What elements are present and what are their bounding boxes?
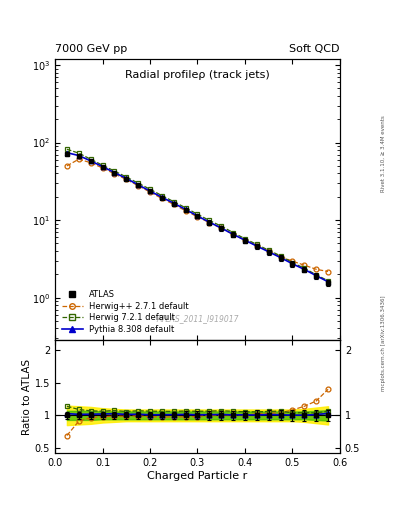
Text: Radial profileρ (track jets): Radial profileρ (track jets) — [125, 70, 270, 80]
X-axis label: Charged Particle r: Charged Particle r — [147, 471, 248, 481]
Y-axis label: Ratio to ATLAS: Ratio to ATLAS — [22, 359, 32, 435]
Legend: ATLAS, Herwig++ 2.7.1 default, Herwig 7.2.1 default, Pythia 8.308 default: ATLAS, Herwig++ 2.7.1 default, Herwig 7.… — [59, 288, 191, 336]
Text: Soft QCD: Soft QCD — [290, 44, 340, 54]
Text: 7000 GeV pp: 7000 GeV pp — [55, 44, 127, 54]
Text: ATLAS_2011_I919017: ATLAS_2011_I919017 — [156, 314, 239, 324]
Text: mcplots.cern.ch [arXiv:1306.3436]: mcplots.cern.ch [arXiv:1306.3436] — [381, 295, 386, 391]
Text: Rivet 3.1.10, ≥ 3.4M events: Rivet 3.1.10, ≥ 3.4M events — [381, 115, 386, 192]
